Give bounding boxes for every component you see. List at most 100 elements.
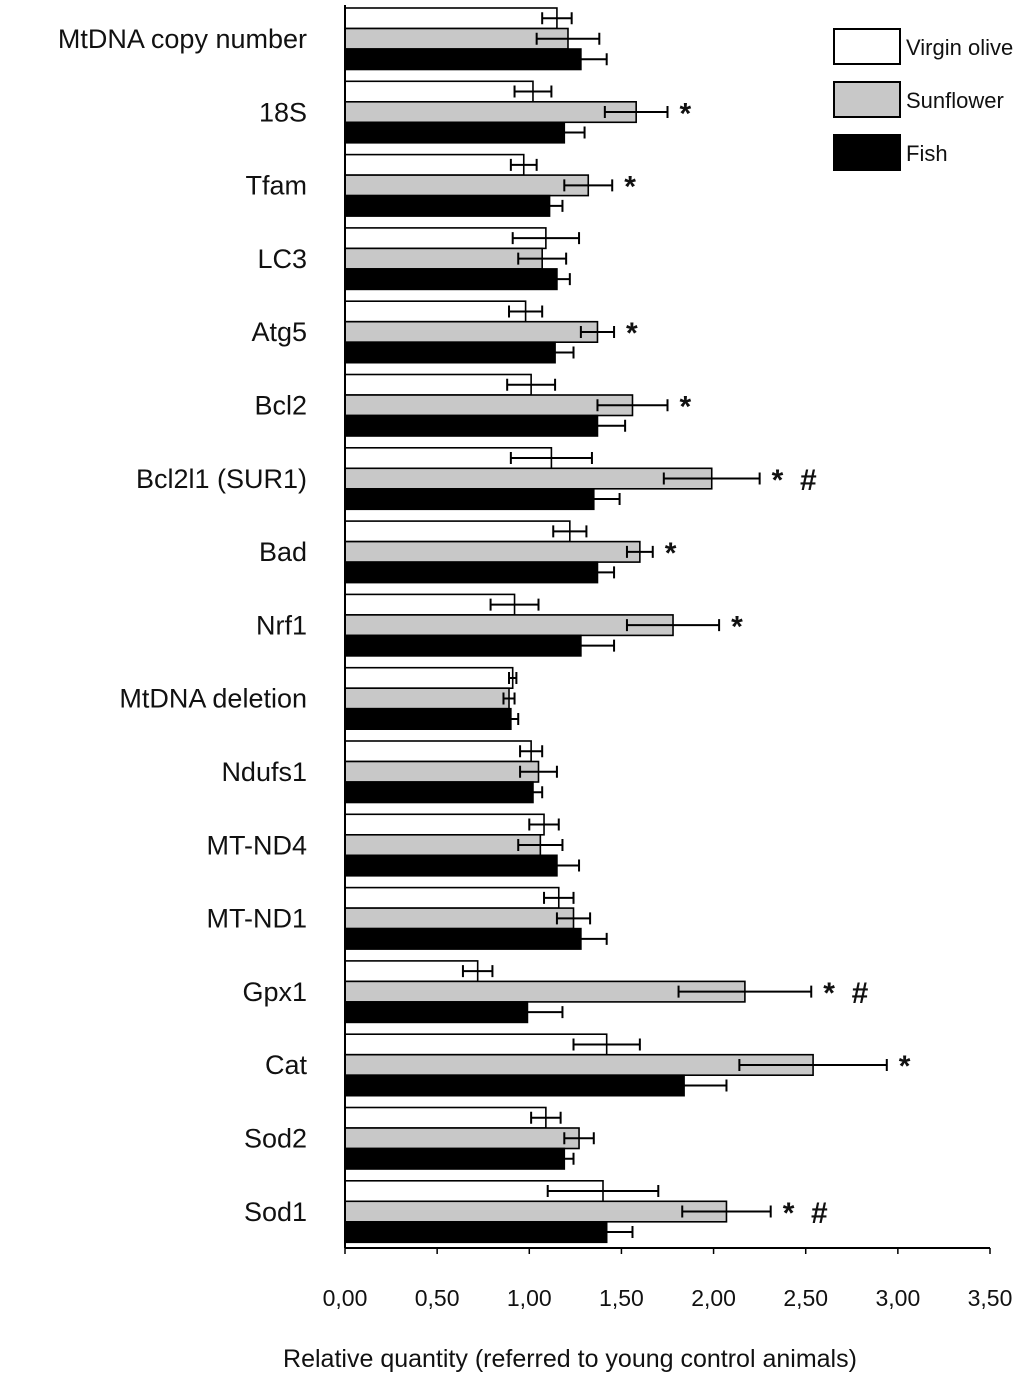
- legend-swatch-virgin-olive: [833, 28, 901, 65]
- error-bar-mtdna-copy-number-fish: [554, 53, 608, 66]
- error-bar-nrf1-fish: [546, 639, 616, 652]
- error-bar-mt-nd4-sunflower: [517, 839, 564, 852]
- error-bar-atg5-fish: [535, 346, 575, 359]
- x-tick-label: 0,50: [415, 1285, 460, 1311]
- bar-ndufs1-virgin-olive: [344, 740, 532, 763]
- error-bar-sod2-fish: [554, 1152, 575, 1165]
- category-label-tfam: Tfam: [245, 171, 307, 201]
- bar-bcl2l1-sur1-fish: [344, 487, 595, 511]
- error-bar-tfam-sunflower: [563, 179, 614, 192]
- bar-mt-nd4-fish: [344, 854, 558, 877]
- bar-mt-nd1-fish: [344, 927, 582, 950]
- error-bar-cat-fish: [640, 1079, 728, 1092]
- significance-marker-bad: *: [665, 537, 677, 570]
- error-bar-mtdna-deletion-sunflower: [502, 692, 516, 705]
- x-tick-label: 3,50: [968, 1285, 1013, 1311]
- error-bar-mt-nd4-fish: [533, 859, 581, 872]
- error-bar-lc3-fish: [543, 273, 571, 286]
- error-bar-atg5-sunflower: [579, 325, 616, 338]
- error-bar-atg5-virgin-olive: [508, 305, 544, 318]
- bar-nrf1-sunflower: [344, 614, 674, 637]
- bar-sod2-fish: [344, 1147, 566, 1170]
- bar-sod1-sunflower: [344, 1200, 728, 1223]
- bar-atg5-sunflower: [344, 320, 599, 344]
- error-bar-mtdna-copy-number-sunflower: [535, 32, 601, 45]
- error-bar-gpx1-virgin-olive: [461, 965, 494, 978]
- significance-marker-nrf1: *: [731, 610, 743, 643]
- category-label-cat: Cat: [265, 1050, 308, 1080]
- error-bar-tfam-fish: [535, 199, 564, 212]
- error-bar-ndufs1-sunflower: [519, 765, 558, 778]
- error-bar-18s-virgin-olive: [513, 85, 553, 98]
- bar-bcl2-sunflower: [344, 394, 634, 417]
- category-label-atg5: Atg5: [251, 317, 307, 347]
- bar-mtdna-deletion-sunflower: [344, 687, 510, 710]
- bar-nrf1-virgin-olive: [344, 593, 516, 616]
- bar-mtdna-copy-number-sunflower: [344, 27, 569, 50]
- error-bar-sod1-sunflower: [681, 1205, 772, 1218]
- bar-bad-virgin-olive: [344, 520, 571, 543]
- error-bar-gpx1-fish: [491, 1006, 564, 1019]
- bar-atg5-virgin-olive: [344, 300, 527, 323]
- bar-tfam-fish: [344, 194, 551, 217]
- error-bar-bad-virgin-olive: [552, 525, 588, 538]
- bar-sod2-virgin-olive: [344, 1106, 547, 1129]
- error-bar-ndufs1-virgin-olive: [519, 745, 544, 758]
- bar-mt-nd4-virgin-olive: [344, 813, 545, 836]
- bar-cat-fish: [344, 1074, 685, 1097]
- legend-label-virgin-olive: Virgin olive: [906, 35, 1013, 60]
- error-bar-tfam-virgin-olive: [509, 158, 538, 171]
- category-label-bad: Bad: [259, 537, 307, 567]
- significance-marker-bcl2: *: [680, 391, 692, 424]
- bar-lc3-fish: [344, 268, 558, 291]
- error-bar-mtdna-copy-number-virgin-olive: [541, 12, 573, 25]
- error-bar-sod2-virgin-olive: [530, 1111, 562, 1124]
- bar-bcl2-fish: [344, 414, 599, 437]
- error-bar-mt-nd1-sunflower: [555, 912, 592, 925]
- category-label-mtdna-deletion: MtDNA deletion: [119, 684, 307, 714]
- bar-ndufs1-fish: [344, 781, 534, 804]
- legend-label-sunflower: Sunflower: [906, 88, 1004, 113]
- error-bar-18s-fish: [543, 126, 586, 139]
- category-label-18s: 18S: [259, 97, 307, 127]
- error-bar-bad-fish: [579, 566, 616, 579]
- x-tick-label: 3,00: [875, 1285, 920, 1311]
- category-label-nrf1: Nrf1: [256, 610, 307, 640]
- x-tick-label: 1,50: [599, 1285, 644, 1311]
- error-bar-gpx1-sunflower: [677, 985, 813, 998]
- category-label-sod1: Sod1: [244, 1197, 307, 1227]
- bar-18s-fish: [344, 121, 566, 144]
- category-label-bcl2l1-sur1: Bcl2l1 (SUR1): [136, 464, 307, 494]
- error-bar-18s-sunflower: [603, 106, 669, 119]
- bar-tfam-sunflower: [344, 174, 590, 197]
- error-bar-bcl2l1-sur1-virgin-olive: [509, 452, 593, 465]
- significance-marker-atg5: *: [626, 317, 638, 350]
- category-label-ndufs1: Ndufs1: [221, 757, 307, 787]
- error-bar-bcl2l1-sur1-sunflower: [662, 472, 761, 485]
- bar-bad-fish: [344, 561, 599, 584]
- error-bar-bad-sunflower: [625, 545, 654, 558]
- bar-mtdna-copy-number-fish: [344, 48, 582, 71]
- category-label-gpx1: Gpx1: [242, 977, 307, 1007]
- bars-layer: [344, 7, 888, 1244]
- bar-18s-virgin-olive: [344, 80, 534, 103]
- x-tick-label: 1,00: [507, 1285, 552, 1311]
- error-bar-bcl2-virgin-olive: [506, 378, 557, 391]
- bar-mtdna-copy-number-virgin-olive: [344, 7, 558, 30]
- bar-sod1-fish: [344, 1221, 608, 1244]
- error-bar-nrf1-sunflower: [625, 619, 721, 632]
- error-bar-mtdna-deletion-virgin-olive: [508, 671, 518, 684]
- significance-marker-18s: *: [680, 97, 692, 130]
- error-bar-ndufs1-fish: [522, 786, 544, 799]
- legend-swatch-sunflower: [833, 81, 901, 118]
- bar-bcl2l1-sur1-sunflower: [344, 467, 713, 490]
- bar-gpx1-virgin-olive: [344, 960, 479, 983]
- significance-marker-tfam: *: [624, 171, 636, 204]
- error-bar-mtdna-deletion-fish: [502, 712, 520, 725]
- error-bar-bcl2l1-sur1-fish: [566, 493, 621, 506]
- legend-label-fish: Fish: [906, 141, 948, 166]
- error-bar-sod1-fish: [579, 1226, 634, 1239]
- bar-mt-nd1-sunflower: [344, 907, 575, 930]
- x-tick-label: 0,00: [323, 1285, 368, 1311]
